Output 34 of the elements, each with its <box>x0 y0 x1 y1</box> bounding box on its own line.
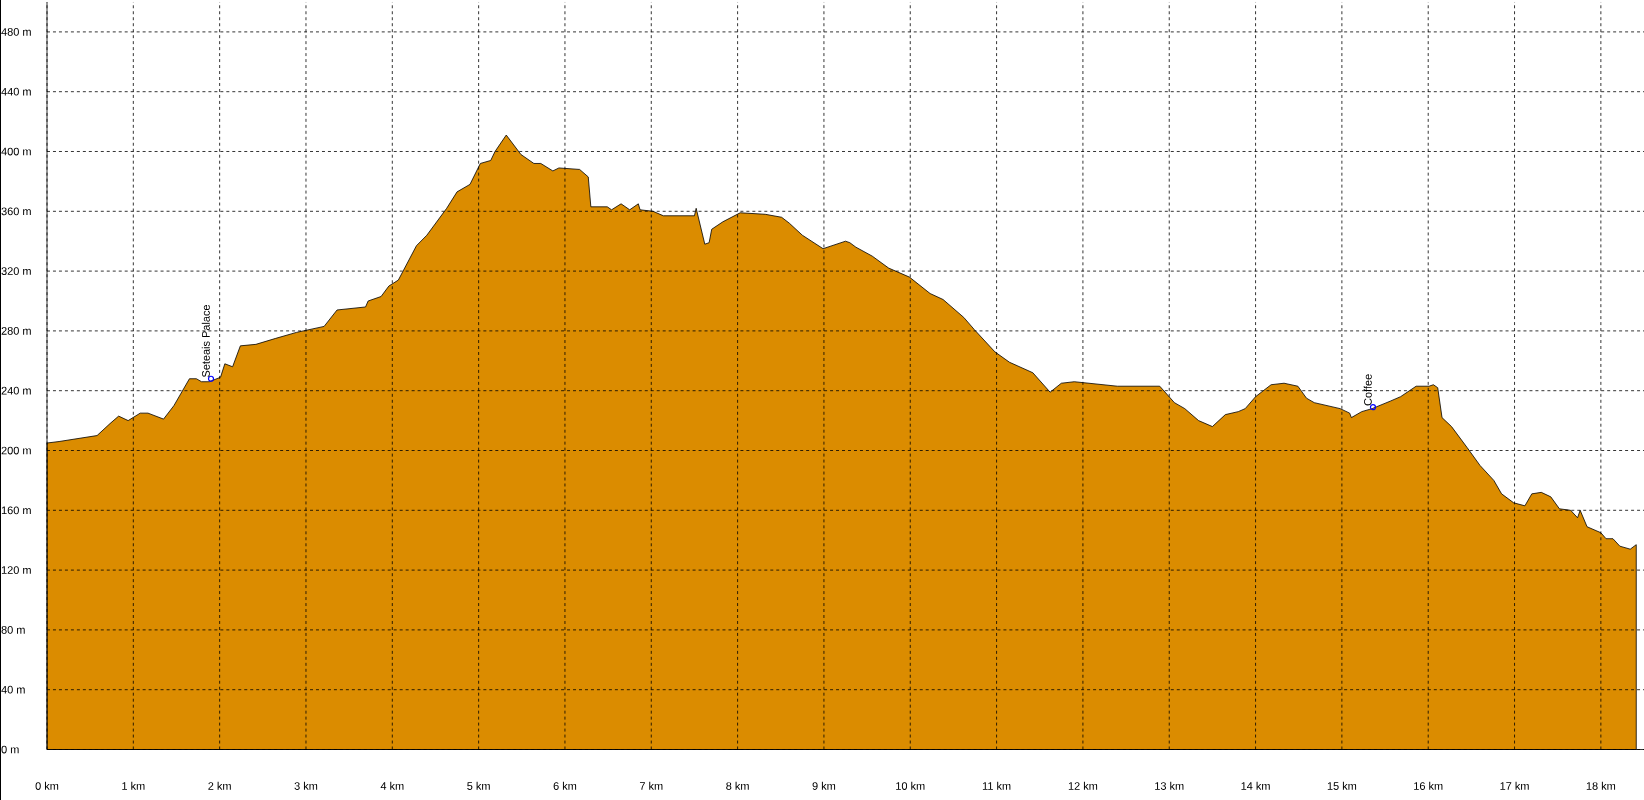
y-tick-label: 360 m <box>1 207 31 216</box>
x-tick-label: 9 km <box>812 781 836 790</box>
x-tick-label: 6 km <box>553 781 577 790</box>
x-tick-label: 18 km <box>1586 781 1616 790</box>
y-tick-label: 160 m <box>1 506 31 515</box>
y-tick-label: 0 m <box>1 745 19 754</box>
y-tick-label: 400 m <box>1 147 31 156</box>
x-tick-label: 0 km <box>35 781 59 790</box>
x-tick-label: 5 km <box>467 781 490 790</box>
x-tick-label: 1 km <box>122 781 145 790</box>
x-tick-label: 15 km <box>1327 781 1357 790</box>
x-tick-label: 7 km <box>639 781 663 790</box>
x-tick-label: 2 km <box>208 781 231 790</box>
y-tick-label: 440 m <box>1 87 31 96</box>
annotation: Coffee <box>1363 374 1372 406</box>
x-tick-label: 3 km <box>294 781 318 790</box>
x-tick-label: 8 km <box>726 781 749 790</box>
x-tick-label: 12 km <box>1068 781 1098 790</box>
annotation: Seteais Palace <box>201 304 210 378</box>
y-tick-label: 40 m <box>1 685 25 694</box>
y-tick-label: 480 m <box>1 28 31 36</box>
x-tick-label: 16 km <box>1414 781 1443 790</box>
x-tick-label: 13 km <box>1155 781 1184 790</box>
y-tick-label: 200 m <box>1 446 31 455</box>
x-tick-label: 14 km <box>1241 781 1270 790</box>
x-tick-label: 17 km <box>1500 781 1529 790</box>
y-tick-label: 240 m <box>1 386 31 395</box>
y-tick-label: 120 m <box>1 566 31 574</box>
y-tick-label: 320 m <box>1 267 31 275</box>
y-tick-label: 80 m <box>1 626 25 634</box>
y-tick-label: 280 m <box>1 327 31 335</box>
x-tick-label: 4 km <box>380 781 404 790</box>
x-tick-label: 11 km <box>982 781 1011 790</box>
x-tick-label: 10 km <box>896 781 925 790</box>
